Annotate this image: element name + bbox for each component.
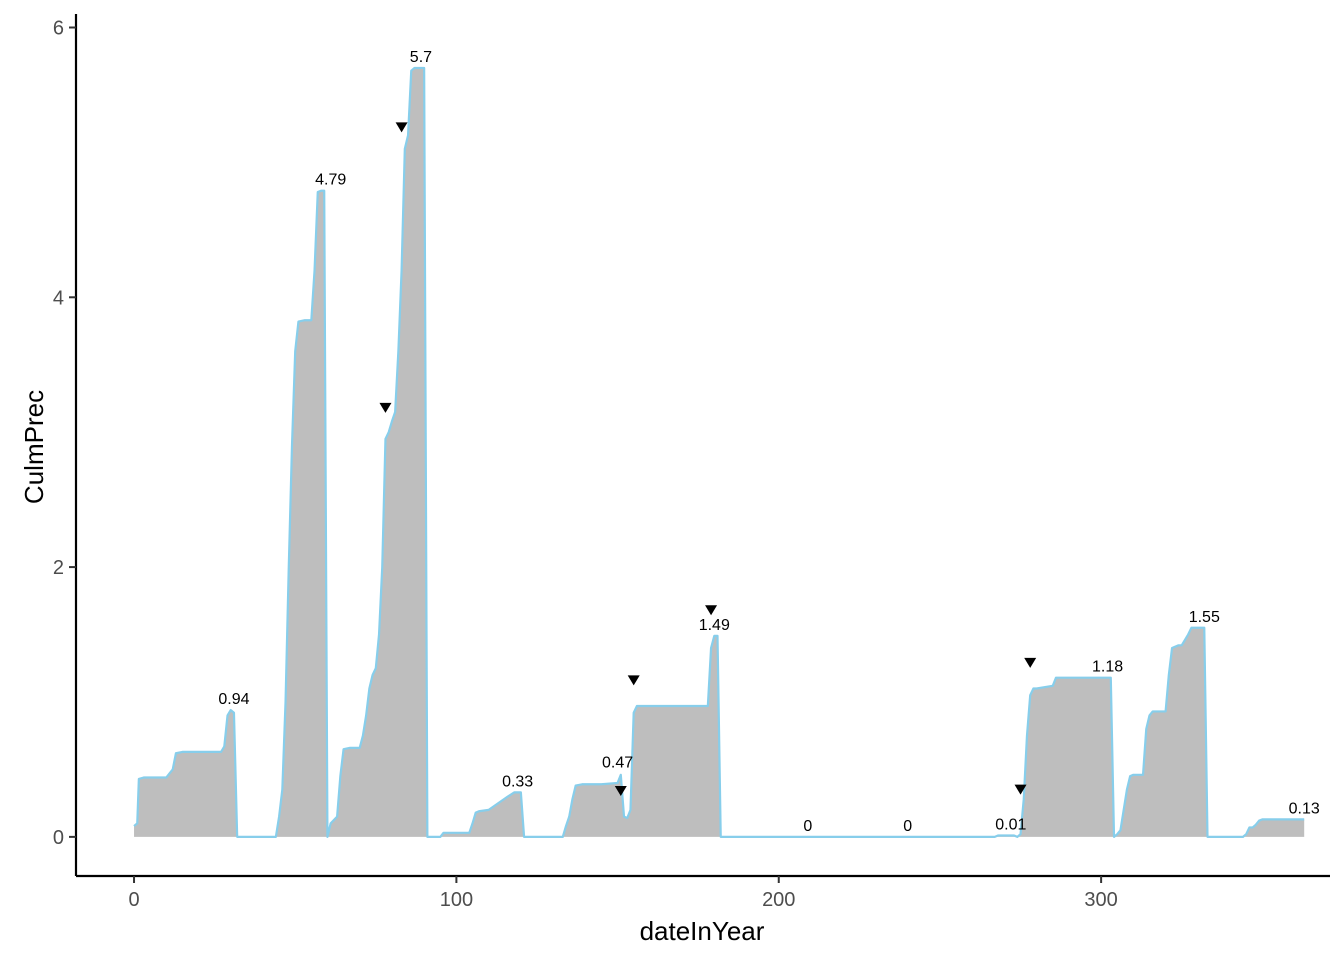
x-ticks: 0 100 200 300 <box>128 876 1118 911</box>
y-tick-label: 0 <box>53 827 64 849</box>
x-tick-label: 0 <box>128 889 139 911</box>
value-label: 0.13 <box>1289 800 1320 817</box>
x-tick-label: 300 <box>1084 889 1117 911</box>
event-marker-icon <box>1014 784 1027 795</box>
value-label: 0.01 <box>995 817 1026 834</box>
y-axis-title: CulmPrec <box>19 390 49 504</box>
line-layer <box>133 66 1305 838</box>
value-label: 0 <box>903 818 912 835</box>
label-layer: 0.94 4.79 5.7 0.33 0.47 1.49 0 0 0.01 1.18 1.55 0.1… <box>218 49 1319 835</box>
event-marker-icon <box>395 122 408 133</box>
event-marker-icon <box>614 786 627 797</box>
y-tick-label: 4 <box>53 287 64 309</box>
y-tick-label: 2 <box>53 557 64 579</box>
event-marker-icon <box>705 605 718 616</box>
value-label: 1.55 <box>1189 609 1220 626</box>
x-tick-label: 100 <box>440 889 473 911</box>
x-axis-title: dateInYear <box>640 916 765 946</box>
marker-layer <box>379 122 1037 797</box>
value-label: 0.47 <box>602 754 633 771</box>
culmprec-line <box>133 66 1305 838</box>
value-label: 1.18 <box>1092 659 1123 676</box>
value-label: 0.33 <box>502 773 533 790</box>
value-label: 0.94 <box>218 691 249 708</box>
value-label: 5.7 <box>410 49 432 66</box>
x-tick-label: 200 <box>762 889 795 911</box>
value-label: 4.79 <box>315 172 346 189</box>
y-ticks: 0 2 4 6 <box>53 17 76 849</box>
event-marker-icon <box>1024 657 1037 668</box>
event-marker-icon <box>627 675 640 686</box>
value-label: 1.49 <box>699 617 730 634</box>
y-tick-label: 6 <box>53 17 64 39</box>
event-marker-icon <box>379 402 392 413</box>
value-label: 0 <box>803 818 812 835</box>
